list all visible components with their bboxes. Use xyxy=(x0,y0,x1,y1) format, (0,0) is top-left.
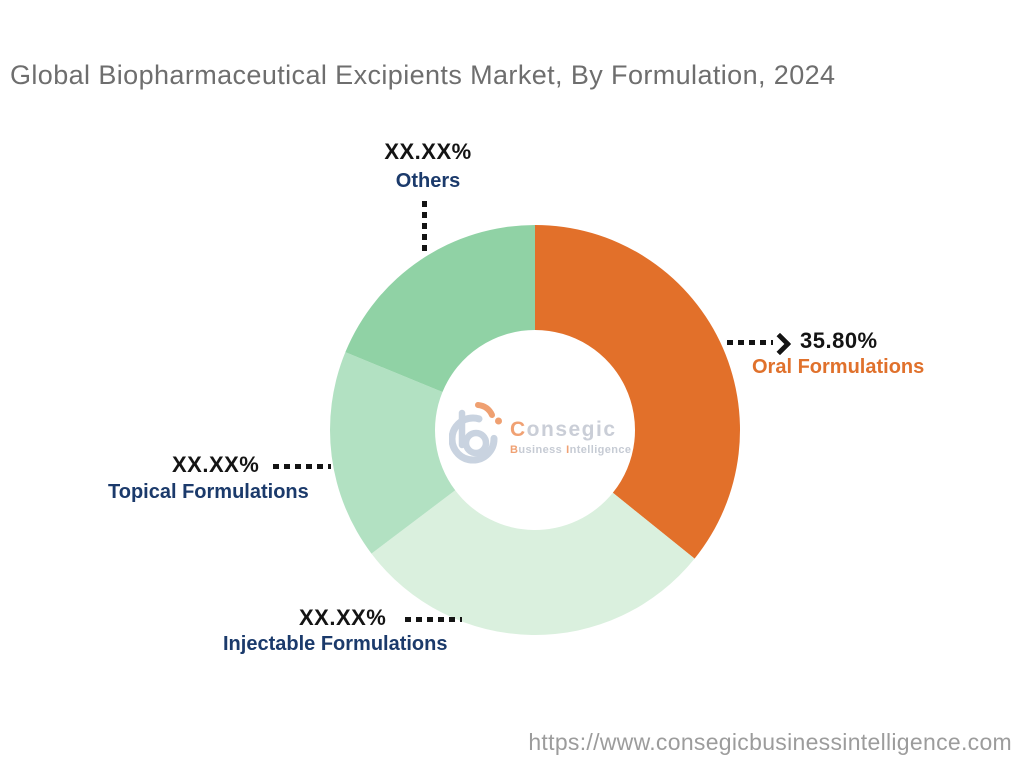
consegic-logo-text: Consegic Business Intelligence xyxy=(510,399,631,471)
donut-segment-topical-formulations[interactable] xyxy=(329,352,456,554)
donut-segment-oral-formulations[interactable] xyxy=(535,225,740,559)
injectable-connector-line xyxy=(405,617,462,622)
topical-connector-line xyxy=(273,464,331,469)
others-name-label: Others xyxy=(395,170,461,192)
source-url[interactable]: https://www.consegicbusinessintelligence… xyxy=(528,729,1012,755)
topical-value-label: XX.XX% xyxy=(172,452,260,477)
consegic-logo: Consegic Business Intelligence xyxy=(449,399,639,471)
others-connector-line xyxy=(422,201,427,252)
consegic-brand-text: Consegic xyxy=(510,418,617,441)
others-label-block: XX.XX% Others xyxy=(348,139,508,193)
oral-connector-line xyxy=(727,340,773,345)
others-value-label: XX.XX% xyxy=(384,139,472,164)
injectable-value-label: XX.XX% xyxy=(299,605,387,630)
injectable-name-label: Injectable Formulations xyxy=(223,633,448,655)
donut-segment-others[interactable] xyxy=(345,225,535,393)
donut-segment-injectable-formulations[interactable] xyxy=(371,490,695,636)
topical-name-label: Topical Formulations xyxy=(108,481,309,503)
consegic-tagline: Business Intelligence xyxy=(510,444,632,456)
page-title: Global Biopharmaceutical Excipients Mark… xyxy=(10,60,836,90)
consegic-logo-mark xyxy=(449,402,502,464)
oral-name-label: Oral Formulations xyxy=(752,356,925,378)
oral-value-label: 35.80% xyxy=(800,328,878,353)
